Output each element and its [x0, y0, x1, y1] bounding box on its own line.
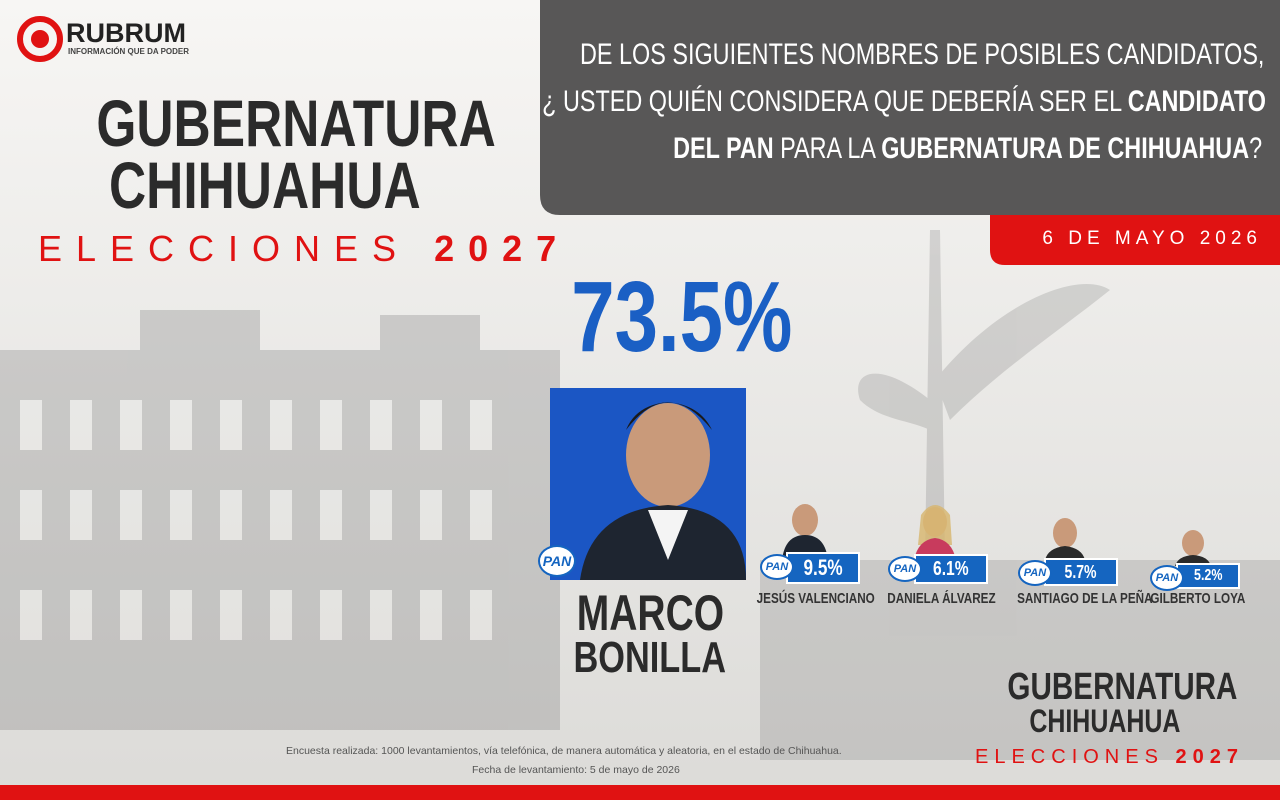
candidate-percent: 9.5%	[786, 552, 860, 584]
candidate-percent: 5.7%	[1044, 558, 1118, 586]
candidate-name: DANIELA ÁLVAREZ	[868, 590, 1014, 607]
candidate-percent: 6.1%	[914, 554, 988, 584]
question-line3: DEL PAN PARA LA GUBERNATURA DE CHIHUAHUA…	[673, 132, 1262, 166]
footer-title-line2: CHIHUAHUA	[1029, 703, 1181, 739]
candidate-name-text: GILBERTO LOYA	[1150, 590, 1246, 607]
footer-subtitle-year: 2027	[1175, 746, 1244, 768]
title-line2: CHIHUAHUA	[109, 148, 421, 222]
monument-silhouette	[760, 230, 1280, 760]
party-logo: PAN	[888, 556, 922, 582]
candidate-name-text: DANIELA ÁLVAREZ	[886, 590, 996, 607]
question-line2: ¿ USTED QUIÉN CONSIDERA QUE DEBERÍA SER …	[542, 85, 1266, 119]
subtitle-year: 2027	[434, 228, 571, 269]
party-logo: PAN	[1018, 560, 1052, 586]
question-bold: GUBERNATURA DE CHIHUAHUA	[881, 132, 1249, 165]
candidate-name: SANTIAGO DE LA PEÑA	[998, 590, 1152, 607]
candidate-name-text: JESÚS VALENCIANO	[756, 590, 875, 607]
party-logo: PAN	[760, 554, 794, 580]
candidate-name-text: SANTIAGO DE LA PEÑA	[1017, 590, 1153, 607]
title-line1: GUBERNATURA	[96, 86, 496, 160]
party-logo: PAN	[538, 545, 576, 577]
subtitle-text: ELECCIONES	[38, 228, 411, 269]
brand-name: RUBRUM	[66, 18, 186, 48]
question-line1: DE LOS SIGUIENTES NOMBRES DE POSIBLES CA…	[579, 38, 1264, 71]
candidate-name: GILBERTO LOYA	[1130, 590, 1266, 607]
leader-name-line2: BONILLA	[573, 633, 727, 682]
question-text: PARA LA	[780, 132, 875, 165]
party-logo: PAN	[1150, 565, 1184, 591]
question-text: ?	[1248, 132, 1262, 165]
building-silhouette	[0, 310, 560, 730]
date: 6 DE MAYO 2026	[1042, 228, 1262, 249]
question-text: ¿ USTED QUIÉN CONSIDERA QUE DEBERÍA SER …	[542, 85, 1122, 118]
question-bold: DEL PAN	[673, 132, 774, 165]
candidate-percent-text: 6.1%	[933, 558, 969, 580]
question-bold: CANDIDATO	[1127, 85, 1266, 118]
candidate-percent: 5.2%	[1176, 563, 1240, 589]
footer-title-line1: GUBERNATURA	[1007, 666, 1238, 708]
candidate-percent-text: 5.7%	[1064, 562, 1098, 582]
subtitle: ELECCIONES 2027	[38, 228, 556, 270]
leader-percent: 73.5%	[571, 261, 793, 373]
leader-name-line1: MARCO	[576, 585, 724, 641]
survey-fieldwork: Fecha de levantamiento: 5 de mayo de 202…	[472, 764, 680, 776]
candidate-name: JESÚS VALENCIANO	[740, 590, 886, 607]
brand-tagline: INFORMACIÓN QUE DA PODER	[68, 47, 190, 56]
candidate-percent-text: 9.5%	[803, 555, 843, 580]
survey-method: Encuesta realizada: 1000 levantamientos,…	[286, 745, 842, 757]
candidate-percent-text: 5.2%	[1193, 567, 1223, 584]
footer-subtitle: ELECCIONES 2027	[975, 746, 1255, 769]
footer-subtitle-text: ELECCIONES	[975, 746, 1164, 768]
